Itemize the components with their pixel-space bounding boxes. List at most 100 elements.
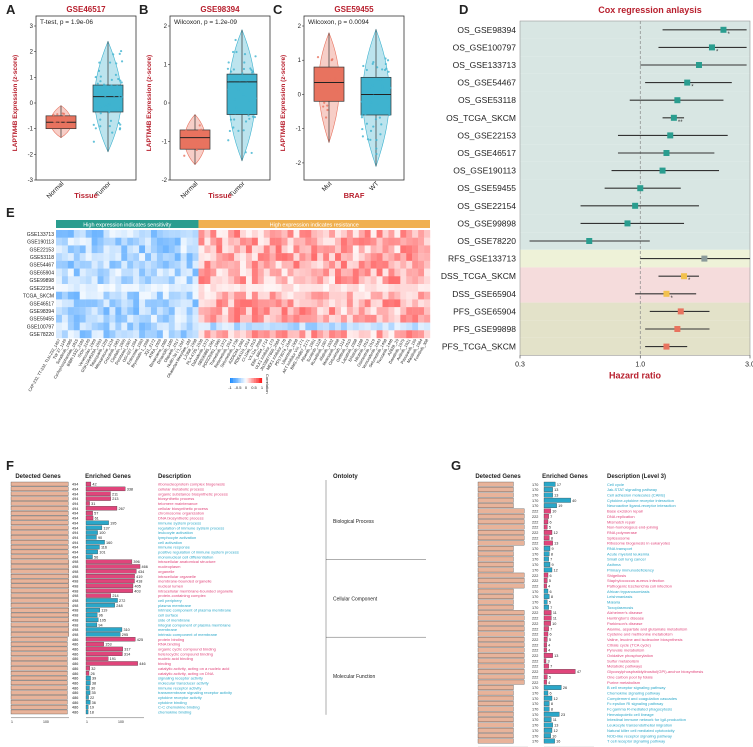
data-point — [62, 112, 66, 115]
enriched-bar — [543, 530, 553, 535]
enriched-bar — [85, 486, 126, 492]
heat-cell — [133, 330, 140, 339]
heat-cell — [192, 330, 199, 339]
heat-cell — [281, 330, 288, 339]
heat-cell — [257, 322, 264, 331]
heat-cell — [424, 276, 431, 285]
heat-cell — [109, 299, 116, 308]
sensitivity-header-text: High expression indicates sensitivity — [83, 223, 171, 229]
data-point — [371, 84, 374, 87]
data-point — [248, 117, 251, 120]
enriched-count: 195 — [110, 521, 116, 525]
heat-cell — [139, 291, 146, 300]
heat-cell — [210, 314, 217, 323]
enriched-count: 418 — [136, 580, 142, 584]
heat-cell — [269, 291, 276, 300]
heat-cell — [311, 268, 318, 277]
heat-cell — [133, 260, 140, 269]
heat-cell — [121, 276, 128, 285]
detected-count: 486 — [72, 667, 78, 671]
heat-cell — [127, 330, 134, 339]
heat-cell — [305, 314, 312, 323]
heat-cell — [329, 268, 336, 277]
heat-cell — [382, 268, 389, 277]
heat-cell — [281, 253, 288, 262]
enriched-bar — [543, 583, 547, 589]
heat-cell — [85, 237, 92, 246]
heat-cell — [85, 291, 92, 300]
panel-label-f: F — [6, 458, 14, 473]
heat-cell — [79, 322, 86, 331]
detected-count: 486 — [72, 638, 78, 642]
data-point — [61, 118, 64, 121]
heat-cell — [222, 291, 229, 300]
go-term: immune response — [158, 545, 191, 550]
data-point — [378, 90, 381, 93]
enriched-count: 42 — [92, 483, 96, 487]
heat-cell — [269, 230, 276, 238]
heat-cell — [275, 284, 282, 292]
detected-bar — [10, 486, 69, 492]
heat-cell — [61, 268, 69, 277]
heat-cell — [73, 291, 80, 300]
heat-cell — [382, 230, 389, 238]
heat-cell — [222, 322, 229, 331]
enriched-count: 10 — [552, 622, 556, 626]
heat-cell — [91, 330, 98, 339]
data-point — [114, 107, 117, 111]
heat-cell — [251, 291, 259, 300]
heat-cell — [287, 291, 294, 300]
heat-cell — [311, 245, 318, 254]
enriched-bar — [543, 599, 548, 605]
enriched-count: 13 — [554, 494, 558, 498]
hr-point — [663, 150, 670, 156]
heat-cell — [210, 276, 217, 285]
detected-count: 494 — [72, 546, 78, 550]
heat-cell — [245, 260, 253, 269]
heat-cell — [97, 291, 104, 300]
detected-count: 170 — [532, 729, 538, 733]
heat-cell — [335, 330, 342, 339]
y-axis-label: LAPTM4B Expression (z-score) — [280, 55, 287, 151]
data-point — [387, 105, 390, 108]
go-term: immune system process — [158, 520, 201, 525]
heat-cell — [162, 253, 169, 262]
heat-cell — [340, 322, 348, 331]
detected-count: 222 — [532, 536, 538, 540]
heat-cell — [269, 330, 276, 339]
enriched-bar — [85, 544, 100, 550]
heat-cell — [293, 253, 300, 262]
heat-cell — [263, 260, 270, 269]
heat-cell — [97, 253, 104, 262]
detected-bar — [477, 722, 514, 728]
x-tick-label: Normal — [46, 180, 66, 200]
sensitivity-header — [56, 220, 199, 228]
heat-cell — [145, 230, 152, 238]
heat-cell — [388, 314, 395, 323]
data-point — [118, 95, 121, 99]
heat-cell — [228, 268, 235, 277]
detected-count: 170 — [532, 718, 538, 722]
enriched-count: 119 — [101, 609, 107, 613]
heat-cell — [418, 230, 425, 238]
heat-cell — [394, 230, 401, 238]
heat-cell — [323, 299, 330, 308]
data-point — [244, 94, 248, 97]
enriched-count: 4 — [548, 643, 550, 647]
heat-cell — [204, 230, 211, 238]
heat-cell — [251, 230, 259, 238]
y-tick-label: -1 — [296, 127, 302, 133]
heat-cell — [180, 276, 187, 285]
detected-count: 170 — [532, 504, 538, 508]
detected-count: 494 — [72, 555, 78, 559]
detected-bar — [10, 481, 69, 487]
enriched-bar — [85, 675, 91, 681]
heat-cell — [299, 260, 306, 269]
data-point — [119, 49, 123, 53]
heat-cell — [115, 237, 122, 246]
data-point — [93, 87, 96, 90]
heat-cell — [103, 291, 110, 300]
heat-cell — [358, 307, 365, 316]
heat-cell — [133, 314, 140, 323]
heat-cell — [115, 276, 122, 285]
